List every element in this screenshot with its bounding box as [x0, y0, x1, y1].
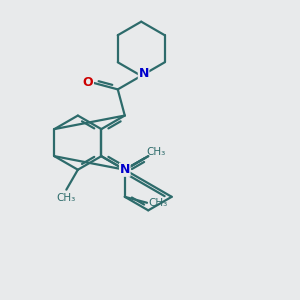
Text: CH₃: CH₃ — [57, 193, 76, 202]
Text: CH₃: CH₃ — [146, 147, 165, 157]
Text: N: N — [138, 67, 149, 80]
Text: O: O — [83, 76, 93, 89]
Text: N: N — [120, 163, 130, 176]
Text: CH₃: CH₃ — [148, 198, 168, 208]
